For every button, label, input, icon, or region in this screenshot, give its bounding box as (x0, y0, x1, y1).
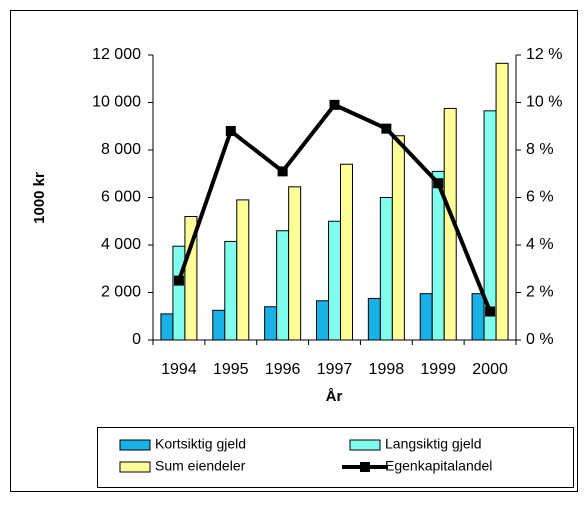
bar (236, 199, 250, 341)
bar (224, 240, 238, 341)
legend-label: Egenkapitalandel (385, 458, 492, 474)
bar (495, 62, 509, 341)
bar (328, 220, 341, 341)
bar (264, 306, 278, 341)
y-tick-label: 8 000 (101, 141, 141, 158)
legend-label: Sum eiendeler (155, 458, 246, 474)
bar (172, 245, 186, 341)
bar (340, 163, 353, 341)
bar (184, 216, 198, 341)
y-tick-label: 2 000 (101, 284, 141, 301)
y-tick-label: 10 000 (92, 94, 141, 111)
marker (225, 126, 236, 136)
bar (367, 297, 381, 341)
bar (391, 135, 405, 341)
legend-swatch (349, 439, 381, 451)
bar (379, 197, 393, 341)
y-tick-label: 0 (132, 331, 141, 348)
marker (173, 275, 184, 286)
bar (276, 230, 290, 341)
bar (419, 293, 433, 341)
legend (97, 427, 574, 488)
x-axis-label: År (326, 388, 343, 405)
marker (277, 166, 288, 177)
bar (316, 300, 329, 341)
bar (160, 313, 174, 341)
marker (433, 178, 444, 189)
y-tick-label: 4 000 (101, 236, 141, 253)
legend-label: Langsiktig gjeld (385, 436, 482, 452)
x-tick-label: 1998 (369, 361, 405, 378)
legend-marker (360, 462, 370, 472)
marker (329, 99, 340, 110)
y2-tick-label: 12 % (526, 46, 562, 63)
bar (471, 293, 485, 341)
x-tick-label: 1996 (265, 361, 301, 378)
legend-swatch (119, 439, 151, 451)
y2-tick-label: 10 % (526, 94, 562, 111)
bar (212, 309, 226, 341)
legend-swatch (119, 461, 151, 473)
marker (381, 123, 392, 134)
x-tick-label: 2000 (472, 361, 508, 378)
bar (288, 186, 302, 341)
y2-tick-label: 0 % (526, 331, 554, 348)
x-tick-label: 1999 (420, 361, 456, 378)
y2-tick-label: 4 % (526, 236, 554, 253)
y2-tick-label: 8 % (526, 141, 554, 158)
marker (485, 306, 496, 317)
legend-label: Kortsiktig gjeld (155, 436, 246, 452)
x-tick-label: 1995 (213, 361, 249, 378)
y2-tick-label: 6 % (526, 189, 554, 206)
y-tick-label: 6 000 (101, 189, 141, 206)
y-axis-label: 1000 kr (31, 172, 48, 224)
y-tick-label: 12 000 (92, 46, 141, 63)
x-tick-label: 1994 (161, 361, 197, 378)
x-tick-label: 1997 (317, 361, 353, 378)
y2-tick-label: 2 % (526, 284, 554, 301)
